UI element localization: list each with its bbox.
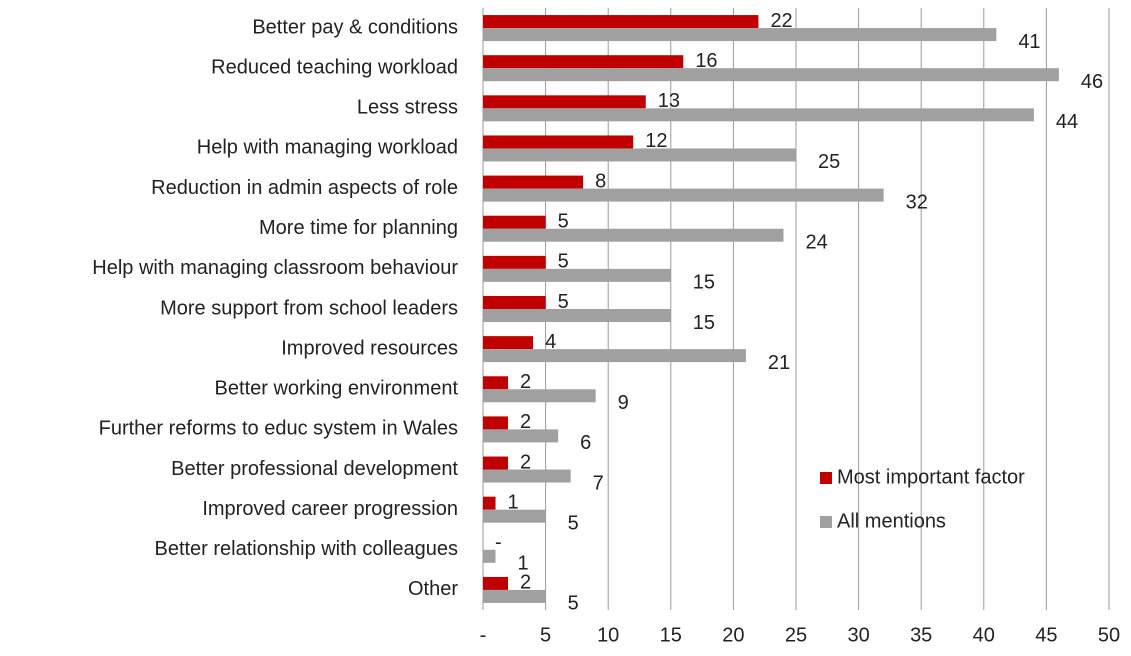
- data-label: 2: [520, 572, 531, 594]
- y-tick-label: More time for planning: [259, 217, 458, 239]
- data-label: 12: [645, 130, 667, 152]
- data-label: 1: [508, 491, 519, 513]
- bar: [483, 188, 884, 202]
- x-tick-label: 45: [1035, 624, 1057, 646]
- data-label: 2: [520, 371, 531, 393]
- bar: [483, 296, 546, 309]
- bar: [483, 175, 584, 189]
- y-tick-label: Help with managing classroom behaviour: [92, 257, 458, 279]
- y-tick-label: Better professional development: [171, 458, 458, 480]
- data-label: 5: [558, 251, 569, 273]
- legend-label: All mentions: [837, 510, 946, 532]
- bar: [483, 55, 684, 69]
- x-tick-label: 5: [540, 624, 551, 646]
- y-tick-label: Better working environment: [215, 378, 459, 400]
- data-label: 13: [658, 90, 680, 112]
- bar: [483, 576, 509, 590]
- bar: [483, 228, 784, 242]
- data-label: 5: [558, 291, 569, 313]
- data-label: 16: [695, 50, 717, 72]
- x-tick-label: 25: [785, 624, 807, 646]
- bar: [483, 589, 546, 603]
- data-label: 9: [618, 392, 629, 414]
- bar: [483, 135, 634, 149]
- data-label: -: [495, 532, 502, 554]
- bar: [483, 15, 759, 29]
- x-tick-label: 30: [847, 624, 869, 646]
- y-tick-label: Improved career progression: [202, 498, 458, 520]
- x-tick-label: 20: [722, 624, 744, 646]
- bar: [483, 496, 496, 510]
- data-label: 25: [818, 151, 840, 173]
- data-label: 41: [1018, 31, 1040, 53]
- legend-label: Most important factor: [837, 466, 1025, 488]
- bar: [483, 469, 571, 483]
- data-label: 46: [1081, 71, 1103, 93]
- bar: [483, 268, 671, 282]
- bar: [483, 309, 671, 322]
- bar: [483, 509, 546, 523]
- data-label: 24: [805, 232, 827, 254]
- data-label: 15: [693, 312, 715, 334]
- data-label: 4: [545, 331, 556, 353]
- legend-swatch: [820, 516, 832, 528]
- legend-swatch: [820, 472, 832, 484]
- x-tick-label: 40: [973, 624, 995, 646]
- data-label: 5: [568, 512, 579, 534]
- x-tick-label: 15: [660, 624, 682, 646]
- x-tick-label: -: [480, 624, 487, 646]
- bar: [483, 255, 546, 269]
- bar: [483, 389, 596, 403]
- x-tick-label: 50: [1098, 624, 1120, 646]
- y-tick-label: Reduced teaching workload: [211, 56, 458, 78]
- bar: [483, 336, 534, 350]
- y-tick-label: Help with managing workload: [197, 137, 458, 159]
- bar: [483, 108, 1034, 122]
- bar: [483, 95, 646, 109]
- data-label: 32: [906, 191, 928, 213]
- bar: [483, 215, 546, 229]
- data-label: 2: [520, 411, 531, 433]
- data-label: 22: [770, 10, 792, 32]
- y-tick-label: Improved resources: [281, 337, 458, 359]
- bar: [483, 549, 496, 563]
- bar: [483, 429, 559, 443]
- bar: [483, 416, 509, 430]
- y-tick-label: Further reforms to educ system in Wales: [99, 418, 458, 440]
- data-label: 1: [518, 553, 529, 575]
- bar: [483, 456, 509, 470]
- y-tick-label: More support from school leaders: [160, 297, 458, 319]
- y-tick-label: Reduction in admin aspects of role: [151, 177, 458, 199]
- data-label: 6: [580, 432, 591, 454]
- data-label: 7: [593, 472, 604, 494]
- y-tick-label: Better relationship with colleagues: [154, 538, 458, 560]
- bar: [483, 28, 997, 42]
- data-label: 15: [693, 272, 715, 294]
- bar: [483, 376, 509, 390]
- bar: [483, 68, 1059, 82]
- y-tick-label: Better pay & conditions: [252, 16, 458, 38]
- data-label: 2: [520, 451, 531, 473]
- x-tick-label: 35: [910, 624, 932, 646]
- y-tick-label: Less stress: [357, 97, 458, 119]
- data-label: 5: [558, 211, 569, 233]
- x-tick-label: 10: [597, 624, 619, 646]
- data-label: 44: [1056, 111, 1078, 133]
- data-label: 5: [568, 593, 579, 615]
- bar: [483, 148, 796, 162]
- data-label: 21: [768, 352, 790, 374]
- y-tick-label: Other: [408, 578, 458, 600]
- data-label: 8: [595, 170, 606, 192]
- bar: [483, 349, 746, 363]
